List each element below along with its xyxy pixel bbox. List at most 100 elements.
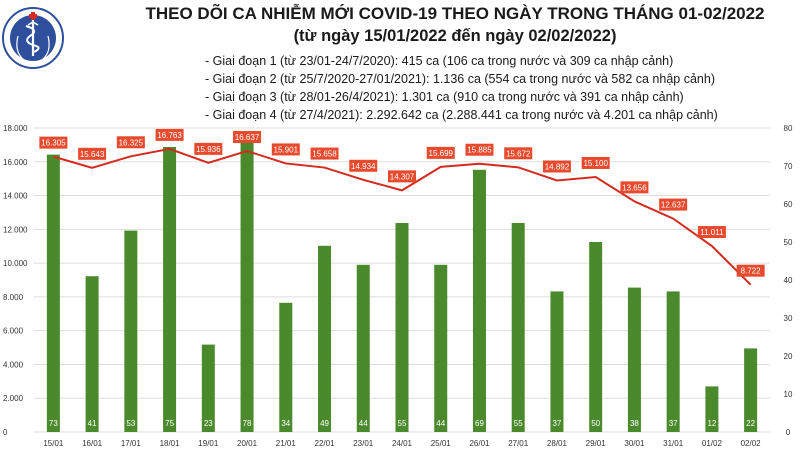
line-value-label-bg (697, 226, 726, 239)
bar (472, 169, 486, 433)
line-value-label: 14.892 (545, 162, 570, 171)
line-value-label-bg (116, 136, 145, 149)
right-axis-tick-label: 10 (784, 390, 793, 399)
bar (550, 291, 564, 432)
line-value-label-bg (504, 147, 533, 160)
line-value-label-bg (542, 160, 571, 173)
line-value-label: 15.901 (274, 145, 299, 154)
left-axis-tick-label: 18.000 (3, 124, 28, 133)
right-axis-tick-label: 50 (784, 238, 793, 247)
left-axis-tick-label: 16.000 (3, 158, 28, 167)
right-axis-tick-label: 40 (784, 276, 793, 285)
bar-value-label: 44 (436, 419, 445, 428)
x-axis-tick-label: 30/01 (624, 439, 645, 448)
line-value-label: 16.305 (41, 139, 66, 148)
bar (356, 264, 370, 432)
x-axis-tick-label: 01/02 (702, 439, 723, 448)
right-axis-tick-label: 60 (784, 200, 793, 209)
line-value-label-bg (426, 146, 455, 159)
bar-value-label: 22 (746, 419, 755, 428)
phase-summary-item: - Giai đoạn 4 (từ 27/4/2021): 2.292.642 … (205, 108, 718, 122)
x-axis-tick-label: 27/01 (508, 439, 529, 448)
x-axis-tick-label: 29/01 (586, 439, 607, 448)
line-value-label: 16.325 (119, 138, 144, 147)
bar (744, 348, 758, 432)
line-value-label-bg (194, 142, 223, 155)
phase-summary-item: - Giai đoạn 1 (từ 23/01-24/7/2020): 415 … (205, 54, 674, 68)
x-axis-tick-label: 18/01 (160, 439, 181, 448)
bar (589, 242, 603, 432)
line-value-label-bg (39, 136, 68, 149)
bar-value-label: 55 (398, 419, 407, 428)
x-axis-tick-label: 31/01 (663, 439, 684, 448)
x-axis-tick-label: 15/01 (43, 439, 64, 448)
bar-value-label: 23 (204, 419, 213, 428)
bar (395, 223, 409, 432)
line-value-label-bg (155, 128, 184, 141)
line-value-label-bg (736, 264, 765, 277)
line-value-label-bg (659, 198, 688, 211)
chart-title: THEO DÕI CA NHIỄM MỚI COVID-19 THEO NGÀY… (145, 4, 765, 23)
bar-value-label: 73 (49, 419, 58, 428)
line-value-label: 11.011 (700, 228, 724, 237)
line-value-label-bg (310, 147, 339, 160)
line-value-label-bg (233, 131, 262, 144)
line-value-label-bg (78, 147, 107, 160)
left-axis-tick-label: 4.000 (3, 360, 24, 369)
x-axis-tick-label: 23/01 (353, 439, 374, 448)
left-axis-tick-label: 0 (3, 428, 8, 437)
line-value-label: 14.307 (390, 172, 415, 181)
bar-value-label: 69 (475, 419, 484, 428)
left-axis-tick-label: 10.000 (3, 259, 28, 268)
bar (434, 264, 448, 432)
bar-value-label: 78 (243, 419, 252, 428)
phase-summary-list: - Giai đoạn 1 (từ 23/01-24/7/2020): 415 … (205, 52, 718, 124)
bar (46, 154, 60, 432)
x-axis-tick-label: 21/01 (276, 439, 297, 448)
x-axis-tick-label: 22/01 (315, 439, 336, 448)
phase-summary-item: - Giai đoạn 3 (từ 28/01-26/4/2021): 1.30… (205, 90, 684, 104)
bar-value-label: 38 (630, 419, 639, 428)
bar-value-label: 34 (281, 419, 290, 428)
line-value-label-bg (581, 156, 610, 169)
line-value-label: 15.658 (312, 150, 337, 159)
line-value-label: 8.722 (741, 267, 762, 276)
line-value-label-bg (620, 181, 649, 194)
bar (201, 344, 215, 432)
bar (163, 147, 177, 432)
right-axis-tick-label: 80 (784, 124, 793, 133)
phase-summary-item: - Giai đoạn 2 (từ 25/7/2020-27/01/2021):… (205, 72, 715, 86)
line-value-label: 15.885 (467, 146, 492, 155)
bar-value-label: 37 (552, 419, 561, 428)
x-axis-tick-label: 28/01 (547, 439, 568, 448)
line-value-label: 16.763 (157, 131, 182, 140)
line-value-label: 12.637 (661, 201, 686, 210)
bar-value-label: 50 (591, 419, 600, 428)
bar-value-label: 37 (669, 419, 678, 428)
line-value-label: 16.637 (235, 133, 260, 142)
right-axis-tick-label: 0 (786, 428, 791, 437)
line-value-label: 14.934 (351, 162, 376, 171)
left-axis-tick-label: 6.000 (3, 327, 24, 336)
left-axis-tick-label: 2.000 (3, 394, 24, 403)
line-series (53, 147, 752, 286)
left-axis-tick-label: 14.000 (3, 192, 28, 201)
ministry-of-health-logo (2, 7, 64, 69)
bar-value-label: 44 (359, 419, 368, 428)
line-value-label: 15.699 (429, 149, 454, 158)
x-axis-tick-label: 20/01 (237, 439, 258, 448)
bar-value-label: 55 (514, 419, 523, 428)
bar (627, 287, 641, 432)
x-axis-tick-label: 24/01 (392, 439, 413, 448)
line-value-label-bg (349, 159, 378, 172)
bar-value-label: 12 (707, 419, 716, 428)
line-value-label: 15.936 (196, 145, 221, 154)
line-value-label-bg (465, 143, 494, 156)
bar-value-label: 49 (320, 419, 329, 428)
right-axis-tick-label: 70 (784, 162, 793, 171)
line-value-label: 15.100 (583, 159, 608, 168)
x-axis-tick-label: 25/01 (431, 439, 452, 448)
bar (279, 302, 293, 432)
bar-value-label: 41 (88, 419, 97, 428)
